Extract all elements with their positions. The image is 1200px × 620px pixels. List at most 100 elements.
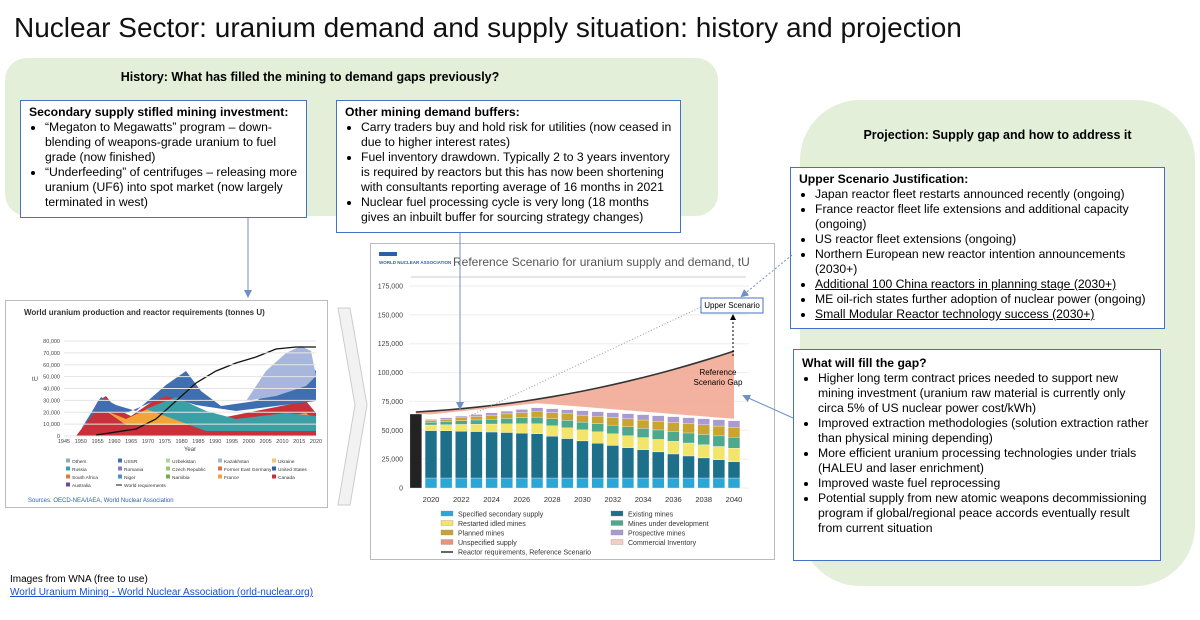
bar-segment — [515, 432, 528, 479]
bar-segment — [485, 415, 498, 420]
bar-segment — [530, 411, 544, 418]
bar-segment — [440, 418, 453, 422]
bar-segment — [712, 459, 725, 479]
x-tick-label: 2024 — [483, 495, 500, 504]
bar-segment — [546, 477, 559, 489]
bar-segment — [470, 416, 483, 421]
bar-segment — [561, 420, 574, 428]
legend-label: Restarted idled mines — [458, 521, 526, 528]
legend-swatch — [610, 520, 624, 526]
bar-segment — [576, 477, 589, 489]
legend-swatch — [610, 510, 624, 517]
bar-segment — [440, 477, 453, 489]
legend-swatch — [118, 458, 122, 463]
bar-segment — [712, 425, 725, 437]
x-tick-label: 2020 — [310, 439, 322, 445]
upper-trend — [460, 306, 702, 421]
y-tick-label: 40,000 — [43, 387, 60, 393]
bar-segment — [500, 477, 513, 489]
x-tick-label: 1990 — [209, 439, 221, 445]
bar-segment — [500, 423, 513, 433]
bar-segment — [621, 435, 635, 448]
bar-segment — [530, 433, 544, 479]
bullet-list: Carry traders buy and hold risk for util… — [345, 120, 672, 225]
bar-segment — [727, 437, 741, 449]
bar-segment — [591, 477, 604, 489]
slide-title: Nuclear Sector: uranium demand and suppl… — [14, 12, 962, 43]
arrowhead — [730, 314, 736, 320]
bullet: Fuel inventory drawdown. Typically 2 to … — [361, 150, 672, 195]
x-tick-label: 2020 — [423, 495, 440, 504]
bar-segment — [515, 477, 528, 489]
bar-segment — [561, 427, 574, 439]
bar-segment — [606, 433, 619, 446]
buffers-box: Other mining demand buffers: Carry trade… — [336, 100, 681, 233]
legend-label: Canada — [278, 475, 295, 481]
legend-swatch — [66, 458, 70, 463]
bar-segment — [667, 422, 680, 432]
x-tick-label: 1955 — [91, 439, 103, 445]
x-tick-label: 2036 — [665, 495, 682, 504]
gap-box: What will fill the gap? Higher long term… — [793, 349, 1161, 561]
bar-segment — [515, 417, 528, 424]
chevron — [337, 307, 368, 506]
area-shapes — [76, 346, 316, 436]
bar-segment — [697, 477, 710, 489]
bar-segment — [667, 477, 680, 489]
bar-segment — [682, 423, 695, 434]
bar-segment — [727, 447, 741, 462]
legend-swatch — [440, 539, 454, 545]
gap-area — [415, 351, 734, 419]
bullet: Northern European new reactor intention … — [815, 247, 1156, 277]
y-tick-label: 125,000 — [378, 341, 403, 348]
bar-segment — [546, 408, 559, 413]
legend-swatch — [166, 466, 170, 471]
bar-segment — [652, 477, 665, 489]
bar-segment — [621, 477, 635, 489]
x-tick-label: 2028 — [544, 495, 561, 504]
bar-segment — [561, 409, 574, 414]
y-tick-label: 50,000 — [382, 428, 404, 435]
legend-swatch — [272, 458, 276, 463]
bar-segment — [470, 424, 483, 432]
legend-swatch — [166, 458, 170, 463]
bar-segment — [697, 444, 710, 459]
legend-label: Australia — [72, 483, 91, 489]
x-tick-label: 2005 — [259, 439, 271, 445]
x-tick-label: 1970 — [142, 439, 154, 445]
x-tick-label: 2010 — [276, 439, 288, 445]
bar-segment — [727, 461, 741, 479]
bar-segment — [682, 442, 695, 457]
x-tick-label: 2030 — [574, 495, 591, 504]
scenario-chart-image: WORLD NUCLEAR ASSOCIATION Reference Scen… — [370, 243, 775, 560]
bar-segment — [591, 416, 604, 424]
legend-label: United States — [278, 467, 307, 473]
bar-segment — [637, 437, 650, 450]
bar-segment — [667, 416, 680, 423]
legend-label: Unspecified supply — [458, 540, 517, 547]
bullet: Carry traders buy and hold risk for util… — [361, 120, 672, 150]
bar-segment — [621, 418, 635, 428]
requirements-line — [415, 350, 735, 413]
bar-segment — [530, 423, 544, 434]
bar-segment — [440, 424, 453, 431]
logo-mark — [379, 252, 397, 256]
legend-swatch — [610, 529, 624, 536]
bullet: Japan reactor fleet restarts announced r… — [815, 187, 1156, 202]
x-tick-label: 2026 — [514, 495, 531, 504]
x-tick-label: 1945 — [58, 439, 70, 445]
bar-segment — [576, 421, 589, 431]
footer-link[interactable]: World Uranium Mining - World Nuclear Ass… — [10, 587, 314, 598]
footer-note: Images from WNA (free to use) — [10, 574, 148, 585]
legend-label: France — [224, 475, 239, 481]
bullet: Small Modular Reactor technology success… — [815, 307, 1156, 322]
y-tick-label: 25,000 — [382, 457, 404, 464]
bar-segment — [712, 477, 725, 489]
legend-swatch — [440, 510, 454, 517]
bar-segment — [637, 414, 650, 421]
legend-label: World requirements — [124, 483, 166, 489]
y-tick-label: 175,000 — [378, 284, 403, 291]
bar-segment — [652, 451, 665, 479]
bullet: Higher long term contract prices needed … — [818, 371, 1152, 416]
bar-segment — [485, 423, 498, 433]
